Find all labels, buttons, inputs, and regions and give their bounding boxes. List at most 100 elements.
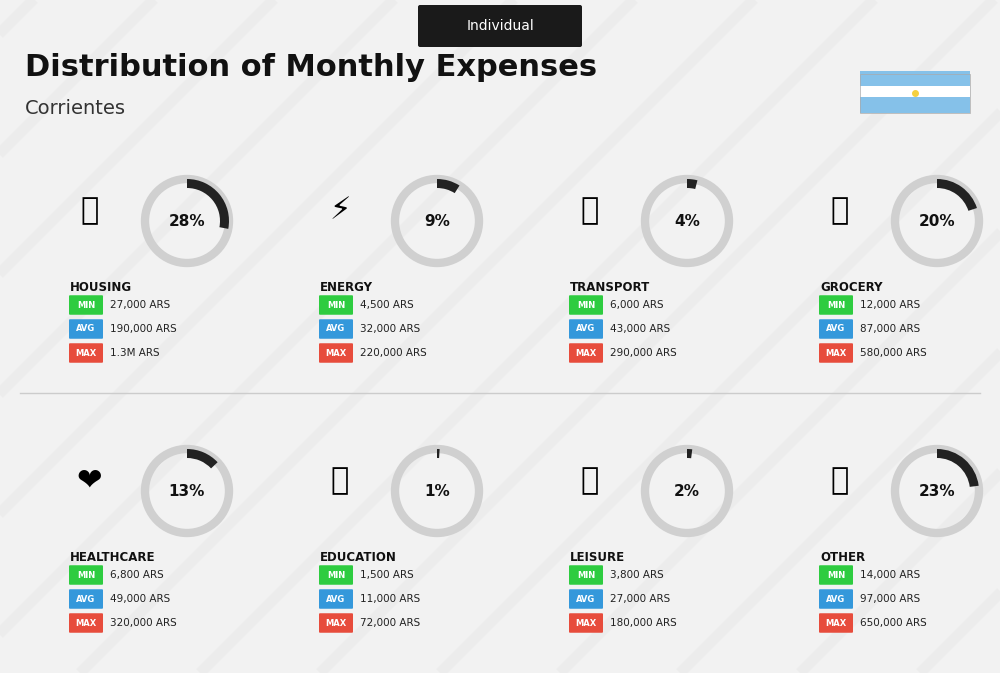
- Text: 28%: 28%: [169, 213, 205, 229]
- FancyBboxPatch shape: [569, 613, 603, 633]
- FancyBboxPatch shape: [860, 71, 970, 86]
- Text: 1%: 1%: [424, 483, 450, 499]
- FancyBboxPatch shape: [319, 343, 353, 363]
- Text: MAX: MAX: [825, 618, 847, 627]
- FancyBboxPatch shape: [860, 98, 970, 113]
- Text: GROCERY: GROCERY: [820, 281, 882, 294]
- FancyBboxPatch shape: [319, 295, 353, 315]
- Text: 27,000 ARS: 27,000 ARS: [110, 300, 170, 310]
- Text: AVG: AVG: [826, 594, 846, 604]
- Text: 87,000 ARS: 87,000 ARS: [860, 324, 920, 334]
- Text: 4,500 ARS: 4,500 ARS: [360, 300, 414, 310]
- FancyBboxPatch shape: [819, 295, 853, 315]
- Text: 12,000 ARS: 12,000 ARS: [860, 300, 920, 310]
- Text: MIN: MIN: [77, 301, 95, 310]
- Text: 3,800 ARS: 3,800 ARS: [610, 570, 664, 580]
- Wedge shape: [187, 179, 229, 229]
- Text: MAX: MAX: [75, 349, 97, 357]
- Text: 🚌: 🚌: [581, 197, 599, 225]
- Text: ⚡: ⚡: [329, 197, 351, 225]
- Text: ENERGY: ENERGY: [320, 281, 373, 294]
- Text: Individual: Individual: [466, 19, 534, 33]
- Text: 190,000 ARS: 190,000 ARS: [110, 324, 177, 334]
- Text: MAX: MAX: [325, 618, 347, 627]
- Text: MIN: MIN: [577, 571, 595, 579]
- Text: 97,000 ARS: 97,000 ARS: [860, 594, 920, 604]
- Text: AVG: AVG: [76, 594, 96, 604]
- Text: 14,000 ARS: 14,000 ARS: [860, 570, 920, 580]
- FancyBboxPatch shape: [819, 343, 853, 363]
- Text: 32,000 ARS: 32,000 ARS: [360, 324, 420, 334]
- FancyBboxPatch shape: [860, 86, 970, 99]
- Text: OTHER: OTHER: [820, 551, 865, 564]
- Text: HEALTHCARE: HEALTHCARE: [70, 551, 156, 564]
- Text: AVG: AVG: [576, 324, 596, 334]
- Text: 20%: 20%: [919, 213, 955, 229]
- FancyBboxPatch shape: [69, 613, 103, 633]
- Text: 220,000 ARS: 220,000 ARS: [360, 348, 427, 358]
- Text: MIN: MIN: [827, 571, 845, 579]
- Text: 🛒: 🛒: [831, 197, 849, 225]
- Text: 🏢: 🏢: [81, 197, 99, 225]
- Text: 🛍️: 🛍️: [581, 466, 599, 495]
- Text: 🎓: 🎓: [331, 466, 349, 495]
- Text: MAX: MAX: [825, 349, 847, 357]
- Text: 6,800 ARS: 6,800 ARS: [110, 570, 164, 580]
- FancyBboxPatch shape: [819, 319, 853, 339]
- Text: 11,000 ARS: 11,000 ARS: [360, 594, 420, 604]
- Text: ❤️: ❤️: [77, 466, 103, 495]
- FancyBboxPatch shape: [69, 590, 103, 609]
- Text: HOUSING: HOUSING: [70, 281, 132, 294]
- Text: MIN: MIN: [827, 301, 845, 310]
- Text: LEISURE: LEISURE: [570, 551, 625, 564]
- Text: 1,500 ARS: 1,500 ARS: [360, 570, 414, 580]
- Text: EDUCATION: EDUCATION: [320, 551, 397, 564]
- Text: MAX: MAX: [75, 618, 97, 627]
- FancyBboxPatch shape: [819, 613, 853, 633]
- FancyBboxPatch shape: [69, 319, 103, 339]
- Text: 23%: 23%: [919, 483, 955, 499]
- Text: AVG: AVG: [576, 594, 596, 604]
- Text: 13%: 13%: [169, 483, 205, 499]
- Text: MIN: MIN: [577, 301, 595, 310]
- FancyBboxPatch shape: [319, 319, 353, 339]
- Text: TRANSPORT: TRANSPORT: [570, 281, 650, 294]
- FancyBboxPatch shape: [319, 565, 353, 585]
- Wedge shape: [937, 449, 979, 487]
- Text: 72,000 ARS: 72,000 ARS: [360, 618, 420, 628]
- FancyBboxPatch shape: [319, 613, 353, 633]
- Wedge shape: [437, 179, 460, 193]
- FancyBboxPatch shape: [69, 295, 103, 315]
- Text: Distribution of Monthly Expenses: Distribution of Monthly Expenses: [25, 53, 597, 83]
- Wedge shape: [687, 449, 692, 458]
- Text: 2%: 2%: [674, 483, 700, 499]
- Text: 💰: 💰: [831, 466, 849, 495]
- FancyBboxPatch shape: [69, 565, 103, 585]
- Text: AVG: AVG: [326, 324, 346, 334]
- Text: 4%: 4%: [674, 213, 700, 229]
- Text: 1.3M ARS: 1.3M ARS: [110, 348, 160, 358]
- Text: 43,000 ARS: 43,000 ARS: [610, 324, 670, 334]
- FancyBboxPatch shape: [569, 343, 603, 363]
- Text: 49,000 ARS: 49,000 ARS: [110, 594, 170, 604]
- Text: 6,000 ARS: 6,000 ARS: [610, 300, 664, 310]
- Wedge shape: [937, 179, 977, 211]
- FancyBboxPatch shape: [418, 5, 582, 47]
- FancyBboxPatch shape: [569, 565, 603, 585]
- Text: 180,000 ARS: 180,000 ARS: [610, 618, 677, 628]
- Text: 580,000 ARS: 580,000 ARS: [860, 348, 927, 358]
- FancyBboxPatch shape: [819, 565, 853, 585]
- Text: 27,000 ARS: 27,000 ARS: [610, 594, 670, 604]
- FancyBboxPatch shape: [319, 590, 353, 609]
- Text: MAX: MAX: [575, 349, 597, 357]
- Text: Corrientes: Corrientes: [25, 98, 126, 118]
- Text: AVG: AVG: [326, 594, 346, 604]
- Text: AVG: AVG: [76, 324, 96, 334]
- Wedge shape: [187, 449, 218, 468]
- Text: AVG: AVG: [826, 324, 846, 334]
- FancyBboxPatch shape: [569, 590, 603, 609]
- Text: MIN: MIN: [327, 301, 345, 310]
- Text: 9%: 9%: [424, 213, 450, 229]
- FancyBboxPatch shape: [69, 343, 103, 363]
- Text: 320,000 ARS: 320,000 ARS: [110, 618, 177, 628]
